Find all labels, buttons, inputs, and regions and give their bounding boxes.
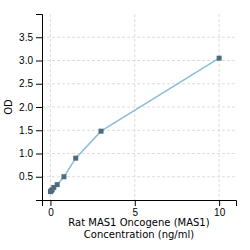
marker bbox=[55, 182, 60, 187]
tick: 0 bbox=[48, 200, 54, 218]
tick-label: 3.5 bbox=[19, 32, 33, 43]
grid-line bbox=[134, 14, 135, 200]
grid bbox=[42, 14, 236, 200]
tick-mark bbox=[36, 154, 42, 155]
y-axis-title: OD bbox=[3, 99, 14, 115]
tick: 3.0 bbox=[19, 55, 42, 66]
tick-label: 0 bbox=[48, 207, 54, 218]
tick: 5 bbox=[133, 200, 139, 218]
marker bbox=[217, 56, 222, 61]
marker bbox=[61, 174, 66, 179]
tick-mark bbox=[36, 84, 42, 85]
tick-mark bbox=[219, 200, 220, 206]
tick: 2.0 bbox=[19, 102, 42, 113]
grid-line bbox=[42, 83, 236, 84]
grid-line bbox=[42, 153, 236, 154]
tick-mark bbox=[36, 130, 42, 131]
tick: 1.0 bbox=[19, 148, 42, 159]
axis-line bbox=[36, 15, 43, 201]
plot: 0 5 10 0.5 1.0 1.5 2.0 2.5 3.0 3.5 Rat MAS1 Oncoge… bbox=[3, 14, 237, 240]
tick-mark bbox=[135, 200, 136, 206]
line bbox=[50, 58, 219, 191]
grid-line bbox=[42, 37, 236, 38]
grid-line bbox=[42, 176, 236, 177]
x-axis-title: Rat MAS1 Oncogene (MAS1)Concentration (n… bbox=[68, 217, 209, 240]
chart: 0 5 10 0.5 1.0 1.5 2.0 2.5 3.0 3.5 Rat MAS1 Oncoge… bbox=[0, 0, 250, 250]
tick-label: 0.5 bbox=[19, 171, 33, 182]
tick-mark bbox=[36, 177, 42, 178]
tick: 2.5 bbox=[19, 78, 42, 89]
tick-mark bbox=[36, 61, 42, 62]
grid-line bbox=[42, 60, 236, 61]
marker bbox=[99, 129, 104, 134]
grid-line bbox=[50, 14, 51, 200]
tick: 0.5 bbox=[19, 171, 42, 182]
tick-label: 2.5 bbox=[19, 78, 33, 89]
tick-label: 1.5 bbox=[19, 125, 33, 136]
marker bbox=[73, 156, 78, 161]
grid-line bbox=[219, 14, 220, 200]
grid-line bbox=[42, 130, 236, 131]
tick-mark bbox=[50, 200, 51, 206]
tick-label: 3.0 bbox=[19, 55, 33, 66]
y-axis: 0.5 1.0 1.5 2.0 2.5 3.0 3.5 bbox=[19, 15, 42, 201]
tick-mark bbox=[36, 37, 42, 38]
tick-mark bbox=[36, 107, 42, 108]
tick: 1.5 bbox=[19, 125, 42, 136]
tick-label: 2.0 bbox=[19, 102, 33, 113]
tick: 10 bbox=[214, 200, 226, 218]
tick: 3.5 bbox=[19, 32, 42, 43]
x-axis: 0 5 10 bbox=[43, 200, 237, 218]
marks bbox=[48, 56, 222, 194]
axis-line bbox=[43, 201, 237, 207]
tick-label: 1.0 bbox=[19, 148, 33, 159]
tick-label: 10 bbox=[214, 207, 226, 218]
